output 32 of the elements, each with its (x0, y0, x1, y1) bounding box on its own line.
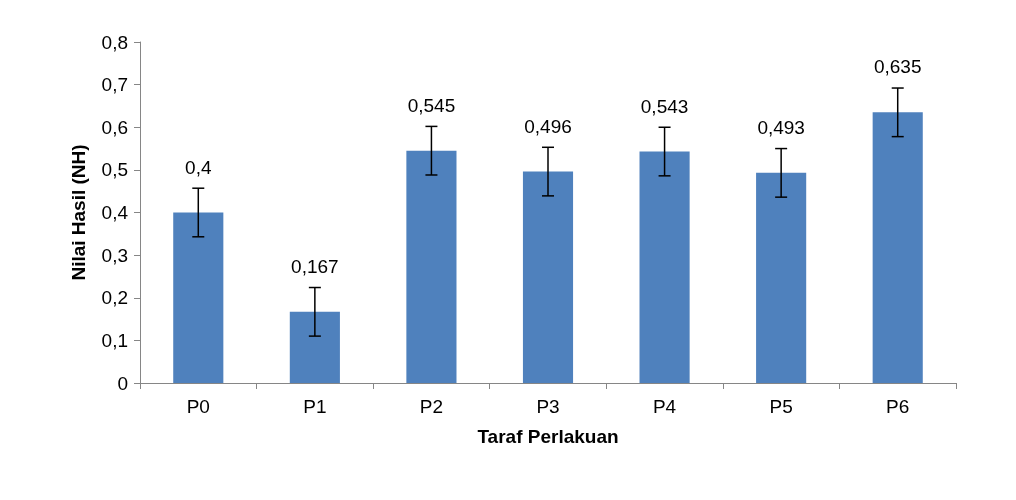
y-tick-label: 0,5 (101, 159, 128, 181)
data-label: 0,543 (640, 95, 689, 117)
bar (639, 151, 690, 383)
x-tick-label: P5 (769, 396, 793, 417)
x-axis-title: Taraf Perlakuan (477, 426, 619, 447)
bar (872, 112, 923, 383)
x-tick-label: P2 (419, 396, 444, 417)
y-tick-label: 0,6 (101, 116, 128, 138)
y-tick-label: 0,8 (101, 31, 128, 53)
y-axis-title: Nilai Hasil (NH) (68, 144, 89, 281)
bar (173, 212, 224, 383)
x-tick-label: P0 (186, 396, 210, 417)
y-tick-label: 0,4 (101, 202, 129, 223)
bar (756, 172, 807, 383)
y-tick-label: 0 (117, 372, 128, 394)
bar (406, 150, 457, 383)
y-tick-label: 0,1 (101, 329, 128, 351)
x-tick-label: P4 (652, 396, 677, 417)
x-tick-label: P6 (886, 396, 910, 417)
y-tick-label: 0,2 (101, 287, 128, 309)
x-tick-label: P3 (536, 396, 560, 417)
y-tick-label: 0,3 (101, 244, 128, 266)
data-label: 0,496 (524, 115, 572, 137)
data-label: 0,167 (291, 255, 339, 277)
bar (522, 171, 574, 383)
data-label: 0,635 (873, 56, 922, 78)
data-label: 0,545 (407, 94, 456, 116)
bar (289, 311, 340, 383)
data-label: 0,493 (757, 116, 805, 138)
data-label: 0,4 (185, 156, 212, 178)
x-tick-label: P1 (303, 396, 327, 417)
y-tick-label: 0,7 (101, 74, 128, 96)
